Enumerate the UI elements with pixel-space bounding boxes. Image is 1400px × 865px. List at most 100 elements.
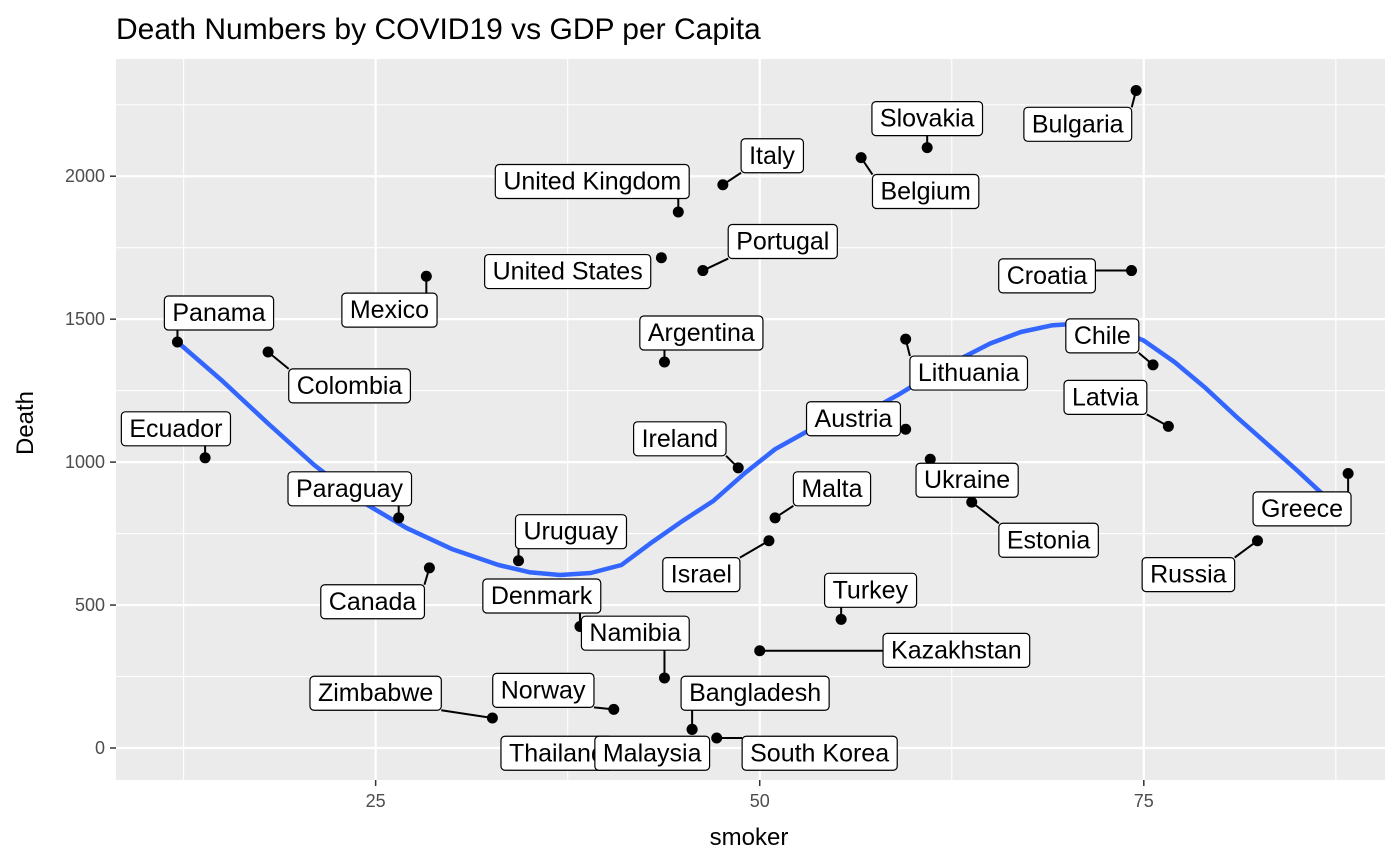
label-box — [1252, 491, 1352, 527]
label-box — [320, 584, 426, 620]
data-point — [754, 645, 766, 657]
data-point — [262, 346, 274, 358]
label-text: Greece — [1261, 495, 1343, 523]
point-label: Malaysia — [594, 735, 711, 771]
label-box — [594, 735, 711, 771]
point-label: Slovakia — [871, 101, 984, 137]
label-text: Bangladesh — [689, 679, 821, 707]
label-box — [309, 675, 442, 711]
point-label: Kazakhstan — [882, 632, 1031, 668]
data-point — [655, 252, 667, 264]
x-tick-label: 75 — [1134, 791, 1154, 811]
point-label: Panama — [163, 295, 275, 331]
data-point — [686, 723, 698, 735]
label-text: Zimbabwe — [318, 679, 433, 707]
label-text: Belgium — [880, 178, 970, 206]
label-text: Portugal — [736, 228, 829, 256]
data-point — [423, 562, 435, 574]
y-tick-label: 0 — [95, 738, 105, 758]
label-box — [998, 522, 1099, 558]
point-label: Paraguay — [287, 471, 413, 507]
data-point — [1130, 84, 1142, 96]
label-text: Slovakia — [880, 105, 975, 133]
data-point — [486, 712, 498, 724]
label-box — [633, 421, 727, 457]
label-box — [662, 556, 741, 593]
label-box — [792, 471, 872, 507]
label-box — [998, 258, 1096, 294]
label-box — [341, 292, 438, 328]
data-point — [835, 613, 847, 625]
point-label: Chile — [1065, 318, 1140, 354]
y-tick-label: 1000 — [65, 452, 105, 472]
leader-line — [971, 501, 1000, 525]
point-label: Thailand — [500, 735, 614, 771]
label-box — [120, 411, 232, 447]
label-box — [871, 101, 984, 137]
label-text: United Kingdom — [503, 168, 681, 196]
point-label: Austria — [805, 401, 902, 437]
label-text: Argentina — [648, 319, 755, 347]
y-axis: 0 500 1000 1500 2000 — [65, 166, 116, 758]
data-point — [1126, 265, 1138, 277]
point-label: Estonia — [998, 522, 1099, 558]
label-text: Norway — [501, 676, 586, 704]
plot-panel — [116, 59, 1385, 780]
label-box — [740, 138, 805, 174]
data-point — [763, 535, 775, 547]
label-text: Israel — [671, 561, 732, 589]
data-point — [924, 453, 936, 465]
y-axis-title: Death — [12, 391, 39, 455]
data-point — [1162, 420, 1174, 432]
label-box — [915, 462, 1019, 498]
leader-line — [739, 539, 770, 559]
label-box — [871, 173, 980, 210]
point-label: Greece — [1252, 491, 1352, 527]
label-box — [727, 223, 838, 260]
y-tick-label: 2000 — [65, 166, 105, 186]
label-text: Ukraine — [924, 466, 1010, 494]
point-label: Turkey — [823, 572, 918, 608]
data-point — [1342, 468, 1354, 480]
label-box — [494, 163, 690, 200]
point-label: Argentina — [639, 315, 764, 351]
label-box — [163, 295, 275, 331]
leader-line — [441, 709, 493, 719]
point-label: Belgium — [871, 173, 980, 210]
label-text: Namibia — [589, 619, 681, 647]
label-box — [1023, 106, 1133, 142]
label-leader-lines — [176, 90, 1350, 739]
data-point — [393, 512, 405, 524]
label-text: Lithuania — [918, 359, 1020, 387]
label-text: Mexico — [350, 296, 429, 324]
label-text: Colombia — [297, 372, 403, 400]
data-point — [672, 206, 684, 218]
point-label: Portugal — [727, 223, 838, 260]
label-box — [287, 471, 413, 507]
data-point — [966, 496, 978, 508]
x-axis-title: smoker — [710, 824, 789, 851]
point-label: Ecuador — [120, 411, 232, 447]
label-box — [741, 735, 898, 771]
point-label: Uruguay — [514, 514, 628, 550]
label-text: South Korea — [750, 739, 889, 767]
x-tick-label: 50 — [750, 791, 770, 811]
point-label: Bangladesh — [680, 675, 830, 711]
point-label: Norway — [492, 672, 595, 708]
data-point — [1147, 359, 1159, 371]
data-point — [717, 179, 729, 191]
label-text: Turkey — [833, 576, 909, 604]
point-label: Canada — [320, 584, 426, 620]
label-text: Chile — [1074, 322, 1131, 350]
data-point — [420, 270, 432, 282]
data-point — [855, 152, 867, 164]
data-point — [921, 142, 933, 154]
label-box — [514, 514, 628, 550]
data-point — [199, 452, 211, 464]
label-text: Bulgaria — [1032, 110, 1124, 138]
chart-title: Death Numbers by COVID19 vs GDP per Capi… — [116, 13, 761, 46]
label-text: Malaysia — [603, 739, 702, 767]
label-box — [492, 672, 595, 708]
data-point — [900, 333, 912, 345]
label-text: United States — [493, 258, 643, 286]
